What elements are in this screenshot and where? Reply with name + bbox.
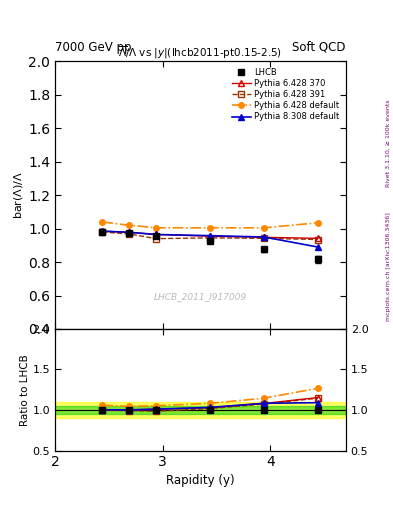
Y-axis label: Ratio to LHCB: Ratio to LHCB (20, 354, 29, 425)
Text: LHCB_2011_I917009: LHCB_2011_I917009 (154, 292, 247, 302)
Bar (55, 402, 346, 418)
Text: Rivet 3.1.10, ≥ 100k events: Rivet 3.1.10, ≥ 100k events (386, 99, 391, 187)
Title: $\overline{\Lambda}/\Lambda$ vs $|y|$(lhcb2011-pt0.15-2.5): $\overline{\Lambda}/\Lambda$ vs $|y|$(lh… (118, 45, 283, 61)
Text: 7000 GeV pp: 7000 GeV pp (55, 41, 132, 54)
X-axis label: Rapidity (y): Rapidity (y) (166, 474, 235, 486)
Text: Soft QCD: Soft QCD (292, 41, 346, 54)
Legend: LHCB, Pythia 6.428 370, Pythia 6.428 391, Pythia 6.428 default, Pythia 8.308 def: LHCB, Pythia 6.428 370, Pythia 6.428 391… (230, 66, 342, 124)
Y-axis label: bar($\Lambda$)/$\Lambda$: bar($\Lambda$)/$\Lambda$ (12, 171, 25, 219)
Bar (55, 406, 346, 414)
Text: mcplots.cern.ch [arXiv:1306.3436]: mcplots.cern.ch [arXiv:1306.3436] (386, 212, 391, 321)
